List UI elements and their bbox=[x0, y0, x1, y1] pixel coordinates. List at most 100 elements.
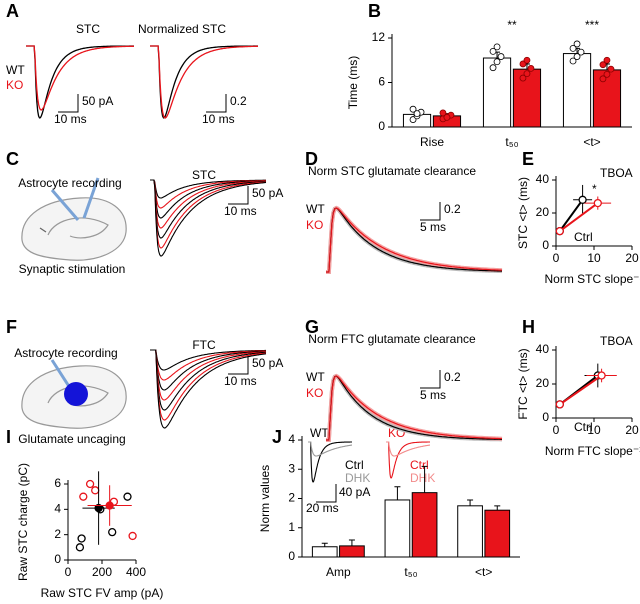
legend-label: KO bbox=[306, 218, 323, 232]
trace bbox=[150, 45, 258, 119]
bar bbox=[411, 492, 438, 558]
legend-label: KO bbox=[306, 386, 323, 400]
trace bbox=[150, 179, 267, 229]
legend-label: Ctrl bbox=[410, 458, 429, 472]
data-point bbox=[443, 113, 451, 121]
y-tick-label: 40 bbox=[536, 172, 550, 186]
y-tick-label: 40 bbox=[536, 342, 550, 356]
legend-label: DHK bbox=[345, 471, 370, 485]
data-point bbox=[577, 48, 585, 56]
data-point bbox=[409, 105, 417, 113]
y-tick-label: 2 bbox=[288, 491, 295, 505]
error-bar bbox=[421, 465, 428, 493]
y-tick-label: 0 bbox=[378, 119, 385, 133]
data-point bbox=[108, 527, 117, 537]
trace-title: Norm FTC glutamate clearance bbox=[308, 332, 476, 346]
scale-label: 20 ms bbox=[306, 501, 339, 515]
bar bbox=[384, 499, 411, 558]
x-tick-label: 20 bbox=[625, 423, 639, 437]
panel-label: B bbox=[368, 1, 381, 21]
legend-label: WT bbox=[306, 202, 325, 216]
trace bbox=[150, 349, 266, 391]
panel-label: A bbox=[6, 1, 19, 21]
data-point bbox=[578, 195, 587, 204]
method-label: Astrocyte recording bbox=[18, 176, 121, 190]
y-tick-label: 6 bbox=[378, 75, 385, 89]
data-point bbox=[105, 501, 114, 510]
x-tick-label: 0 bbox=[553, 251, 560, 265]
data-point bbox=[555, 226, 564, 236]
series-line bbox=[558, 199, 584, 232]
x-tick-label: <t> bbox=[475, 565, 492, 579]
panel-label: E bbox=[522, 149, 534, 169]
scale-label: 0.2 bbox=[444, 370, 461, 384]
scale-label: 50 pA bbox=[252, 186, 283, 200]
trace bbox=[150, 349, 267, 411]
scale-bar bbox=[420, 202, 441, 221]
trace-title: STC bbox=[76, 22, 100, 36]
data-point bbox=[94, 503, 103, 513]
scale-label: 0.2 bbox=[230, 94, 247, 108]
bar bbox=[512, 68, 542, 128]
significance: *** bbox=[585, 18, 599, 32]
brain-slice bbox=[21, 177, 127, 261]
data-point bbox=[77, 534, 86, 543]
y-tick-label: 2 bbox=[54, 527, 61, 541]
annotation: TBOA bbox=[600, 334, 633, 348]
data-point bbox=[599, 61, 607, 69]
y-axis-label: STC <t> (ms) bbox=[516, 177, 530, 249]
y-tick-label: 1 bbox=[288, 520, 295, 534]
trace-title: Normalized STC bbox=[138, 22, 226, 36]
x-tick-label: 200 bbox=[92, 565, 112, 579]
x-tick-label: 10 bbox=[587, 251, 601, 265]
data-point bbox=[413, 110, 421, 118]
series-line bbox=[559, 374, 603, 406]
panel-label: C bbox=[6, 149, 19, 169]
panel-label: I bbox=[6, 427, 11, 447]
method-label: Synaptic stimulation bbox=[19, 262, 126, 276]
y-tick-label: 6 bbox=[54, 476, 61, 490]
data-point bbox=[128, 531, 137, 541]
x-tick-label: t₅₀ bbox=[505, 135, 518, 149]
error-bar bbox=[467, 499, 474, 506]
bar bbox=[562, 53, 592, 128]
y-tick-label: 20 bbox=[536, 205, 550, 219]
data-point bbox=[123, 492, 132, 501]
trace bbox=[150, 349, 266, 381]
data-point bbox=[555, 400, 564, 409]
data-point bbox=[573, 53, 581, 60]
scale-label: 50 pA bbox=[82, 94, 113, 108]
x-tick-label: 0 bbox=[65, 565, 72, 579]
data-point bbox=[85, 479, 95, 489]
panel-label: G bbox=[305, 317, 319, 337]
legend-label: Ctrl bbox=[345, 458, 364, 472]
x-tick-label: 0 bbox=[553, 423, 560, 437]
legend-label: DHK bbox=[410, 471, 435, 485]
data-point bbox=[599, 75, 607, 83]
inset-title: WT bbox=[310, 426, 329, 440]
scale-bar bbox=[206, 94, 227, 113]
trace bbox=[150, 349, 266, 371]
trace bbox=[326, 375, 502, 441]
bar bbox=[484, 509, 511, 558]
scale-label: 10 ms bbox=[202, 112, 235, 126]
bar bbox=[311, 546, 338, 558]
data-point bbox=[603, 56, 611, 64]
scale-label: 40 pA bbox=[339, 485, 370, 499]
data-point bbox=[75, 543, 85, 552]
brain-slice bbox=[21, 359, 127, 429]
legend-label: KO bbox=[6, 78, 23, 92]
scale-label: 5 ms bbox=[420, 220, 446, 234]
data-point bbox=[603, 70, 611, 78]
scale-bar bbox=[228, 186, 249, 205]
trace bbox=[150, 349, 267, 421]
panel-label: F bbox=[6, 317, 17, 337]
trace bbox=[26, 45, 134, 111]
x-tick-label: Rise bbox=[420, 135, 444, 149]
error-bar bbox=[494, 505, 501, 511]
data-point bbox=[569, 57, 577, 65]
series-line bbox=[559, 202, 599, 232]
data-point bbox=[493, 43, 501, 51]
data-point bbox=[79, 492, 88, 501]
scale-label: 10 ms bbox=[224, 374, 257, 388]
